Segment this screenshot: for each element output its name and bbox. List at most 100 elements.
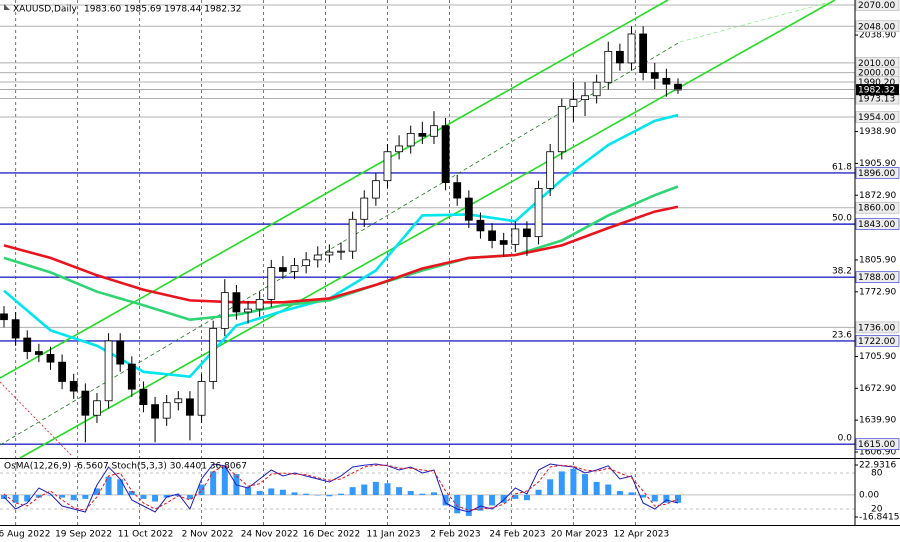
candle-body — [464, 197, 473, 221]
level-label-box — [855, 335, 900, 347]
level-label-box — [855, 271, 900, 284]
osma-bar — [326, 494, 333, 497]
y-tick-label: 1872.90 — [859, 191, 896, 201]
x-tick-label: 24 Feb 2023 — [489, 530, 545, 540]
candle-body — [615, 50, 624, 64]
osma-bar — [558, 471, 565, 495]
candle-body — [58, 361, 67, 382]
level-label: 1860.00 — [858, 204, 895, 214]
y2-tick-label: 80 — [871, 469, 883, 479]
y-tick-label: 1606.90 — [859, 448, 896, 458]
osma-bar — [372, 481, 379, 495]
osma-bar — [1, 494, 7, 499]
candle-body — [348, 218, 357, 252]
red-trendline — [0, 381, 73, 457]
y2-tick-label: 20 — [871, 505, 883, 515]
moving-average — [3, 205, 679, 304]
candle-body — [639, 33, 648, 73]
stoch-line — [3, 464, 679, 511]
osma-bar — [221, 466, 228, 495]
indicator-title: OsMA(12,26,9) -6.5607 Stoch(5,3,3) 30.44… — [4, 462, 247, 472]
channel-lower — [19, 0, 836, 458]
osma-bar — [128, 491, 135, 495]
x-tick-label: 26 Aug 2022 — [0, 530, 50, 540]
candle-body — [406, 132, 415, 147]
candle-body — [267, 267, 276, 300]
level-label-box — [855, 438, 900, 450]
candle-body — [674, 83, 682, 91]
level-label-box — [855, 0, 900, 11]
candle-body — [151, 404, 159, 419]
candle-body — [11, 319, 20, 339]
level-label: 1954.00 — [858, 113, 895, 123]
osma-bar — [59, 494, 66, 498]
osma-bar — [245, 487, 252, 495]
osma-bar — [70, 494, 77, 501]
fib-label: 38.2 — [832, 267, 852, 277]
level-label: 1896.00 — [858, 169, 895, 179]
level-label-box — [855, 111, 900, 123]
candle-body — [0, 313, 8, 321]
level-label-box — [855, 201, 900, 214]
osma-bar — [198, 484, 205, 495]
osma-bar — [651, 494, 658, 502]
candle-body — [604, 50, 613, 83]
candle-body — [371, 180, 380, 199]
level-label: 2048.00 — [858, 22, 895, 32]
channel-mid — [0, 41, 681, 446]
candle-body — [186, 398, 194, 416]
level-label-box — [855, 20, 900, 33]
levels-layer — [0, 4, 855, 445]
candle-body — [220, 292, 229, 329]
x-tick-label: 24 Nov 2022 — [241, 530, 299, 540]
osma-bar — [186, 494, 193, 499]
candle-body — [418, 132, 427, 137]
candle-body — [592, 81, 601, 97]
osma-bar — [314, 494, 321, 496]
y-tick-label: 1672.90 — [859, 384, 896, 394]
candle-body — [430, 125, 438, 137]
candle-body — [581, 95, 589, 101]
osma-bar — [396, 487, 403, 495]
osma-bar — [82, 494, 89, 499]
osma-bar — [663, 494, 670, 503]
candle-body — [360, 197, 369, 220]
osma-bar — [256, 491, 263, 495]
osma-bar — [523, 494, 530, 501]
candle-body — [81, 390, 90, 416]
osma-bar — [361, 484, 368, 495]
level-label: 1722.00 — [858, 337, 895, 347]
x-tick-label: 11 Jan 2023 — [367, 530, 421, 540]
channel-upper — [0, 0, 669, 379]
osma-bar — [512, 494, 519, 499]
symbol-icon — [4, 4, 10, 10]
indicator-layer — [0, 463, 855, 516]
drawings — [0, 0, 836, 458]
osma-bar — [465, 494, 472, 516]
x-tick-label: 12 Apr 2023 — [614, 530, 670, 540]
y-tick-label: 1805.90 — [859, 255, 896, 265]
candle-body — [69, 381, 78, 392]
stoch-line — [3, 463, 679, 513]
candle-body — [23, 337, 32, 352]
candle-body — [546, 151, 555, 189]
osma-bar — [303, 493, 310, 495]
candle-body — [313, 254, 322, 261]
candle-body — [93, 400, 101, 416]
osma-bar — [35, 494, 42, 498]
osma-bar — [442, 494, 449, 506]
osma-bar — [152, 494, 159, 502]
level-label: 1788.00 — [858, 273, 895, 283]
x-tick-label: 19 Sep 2022 — [55, 530, 112, 540]
channel-mid-ext — [679, 1, 831, 43]
osma-bar — [407, 491, 414, 495]
candle-body — [488, 230, 496, 241]
fib-label: 50.0 — [832, 214, 852, 224]
candle-body — [650, 72, 659, 79]
osma-bar — [163, 494, 170, 498]
y-tick-label: 1639.90 — [859, 416, 896, 426]
y-tick-label: 1772.90 — [859, 287, 896, 297]
osma-bar — [430, 492, 437, 495]
